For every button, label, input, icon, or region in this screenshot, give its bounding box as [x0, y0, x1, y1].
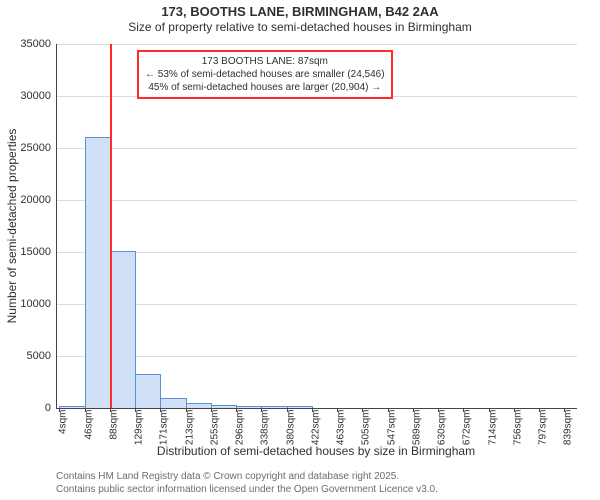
x-tick-label: 255sqm [210, 410, 221, 446]
y-gridline [57, 200, 577, 201]
x-tick-label: 46sqm [83, 410, 94, 440]
y-gridline [57, 44, 577, 45]
y-tick-label: 25000 [11, 142, 51, 154]
x-tick-label: 714sqm [487, 410, 498, 446]
histogram-bar [59, 406, 85, 408]
chart-subtitle: Size of property relative to semi-detach… [0, 20, 600, 34]
x-tick-label: 756sqm [513, 410, 524, 446]
histogram-bar [85, 137, 111, 408]
histogram-bar [236, 406, 262, 408]
x-tick-label: 213sqm [184, 410, 195, 446]
y-tick-label: 35000 [11, 38, 51, 50]
histogram-bar [110, 251, 136, 408]
x-tick-label: 505sqm [361, 410, 372, 446]
chart-title: 173, BOOTHS LANE, BIRMINGHAM, B42 2AA [0, 4, 600, 19]
histogram-bar [160, 398, 186, 408]
y-tick-label: 10000 [11, 298, 51, 310]
x-tick-label: 88sqm [109, 410, 120, 440]
footer-attribution: Contains HM Land Registry data © Crown c… [56, 471, 438, 496]
footer-line-1: Contains HM Land Registry data © Crown c… [56, 471, 438, 484]
annotation-box: 173 BOOTHS LANE: 87sqm← 53% of semi-deta… [137, 50, 393, 99]
x-tick-label: 589sqm [412, 410, 423, 446]
annotation-line: 45% of semi-detached houses are larger (… [145, 81, 385, 94]
plot-region: 050001000015000200002500030000350004sqm4… [56, 44, 577, 409]
x-tick-label: 380sqm [285, 410, 296, 446]
chart-title-block: 173, BOOTHS LANE, BIRMINGHAM, B42 2AA Si… [0, 0, 600, 34]
histogram-bar [287, 406, 313, 408]
y-tick-label: 20000 [11, 194, 51, 206]
x-tick-label: 338sqm [260, 410, 271, 446]
y-tick-label: 0 [11, 402, 51, 414]
y-tick-label: 15000 [11, 246, 51, 258]
x-tick-label: 129sqm [134, 410, 145, 446]
x-tick-label: 171sqm [159, 410, 170, 446]
x-tick-label: 296sqm [234, 410, 245, 446]
chart-area: Number of semi-detached properties 05000… [56, 44, 576, 408]
x-axis-label: Distribution of semi-detached houses by … [157, 444, 475, 458]
x-tick-label: 463sqm [335, 410, 346, 446]
y-tick-label: 30000 [11, 90, 51, 102]
x-tick-label: 672sqm [462, 410, 473, 446]
y-tick-label: 5000 [11, 350, 51, 362]
x-tick-label: 547sqm [386, 410, 397, 446]
x-tick-label: 422sqm [311, 410, 322, 446]
highlight-line [110, 44, 112, 408]
x-tick-label: 839sqm [563, 410, 574, 446]
y-axis-label: Number of semi-detached properties [5, 129, 19, 324]
histogram-bar [186, 403, 212, 408]
annotation-line: ← 53% of semi-detached houses are smalle… [145, 68, 385, 81]
footer-line-2: Contains public sector information licen… [56, 484, 438, 497]
histogram-bar [211, 405, 237, 408]
x-tick-label: 630sqm [436, 410, 447, 446]
annotation-line: 173 BOOTHS LANE: 87sqm [145, 55, 385, 68]
histogram-bar [261, 406, 287, 408]
histogram-bar [135, 374, 161, 408]
x-tick-label: 797sqm [537, 410, 548, 446]
x-tick-label: 4sqm [58, 410, 69, 434]
y-gridline [57, 148, 577, 149]
